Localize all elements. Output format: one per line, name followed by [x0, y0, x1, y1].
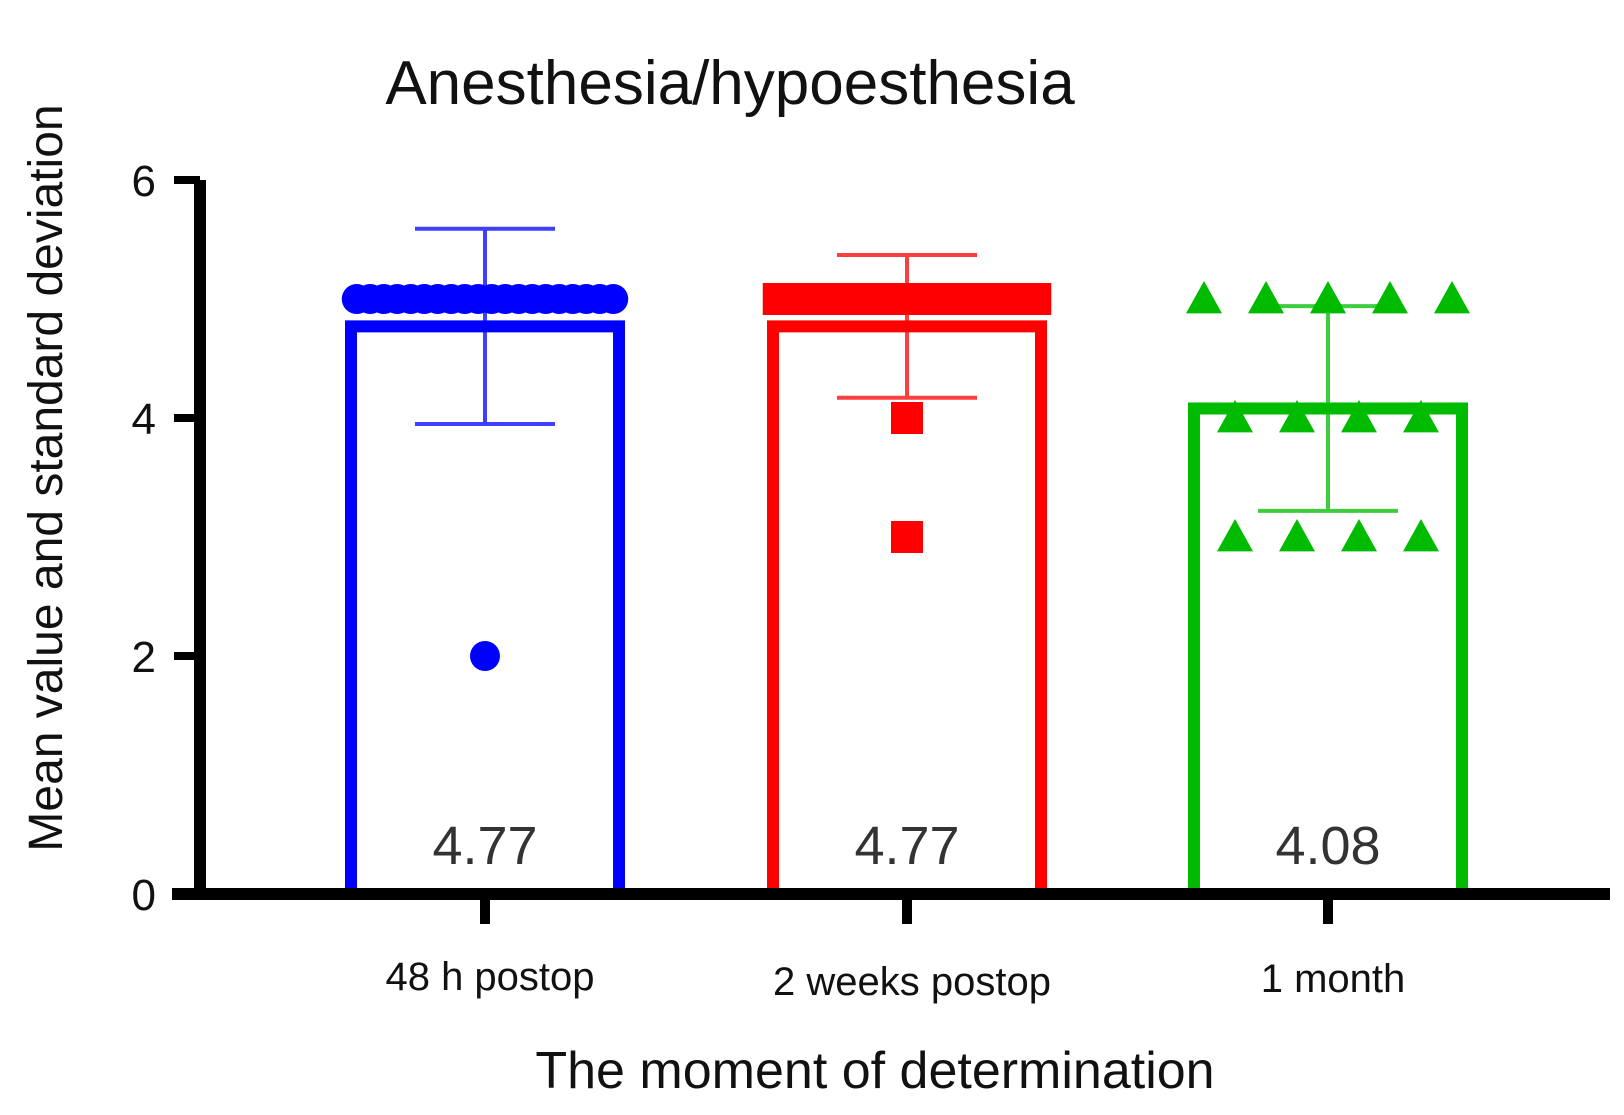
data-point-0-5-19 [598, 284, 629, 314]
data-point-2-5-2 [1310, 281, 1346, 314]
mean-value-label-0: 4.77 [432, 816, 537, 876]
mean-value-label-1: 4.77 [854, 816, 959, 876]
data-point-2-3-2 [1341, 519, 1377, 552]
data-point-2-4-3 [1403, 400, 1439, 433]
y-tick-label-0: 0 [132, 871, 156, 920]
data-point-1-4-0 [891, 402, 923, 434]
chart-title: Anesthesia/hypoesthesia [385, 49, 1075, 118]
mean-value-label-2: 4.08 [1275, 816, 1380, 876]
data-point-1-3-0 [891, 521, 923, 553]
error-bar-1 [837, 252, 977, 400]
data-point-2-5-3 [1372, 281, 1408, 314]
error-bar-0 [415, 226, 555, 426]
labels-layer: 0 2 4 6 48 h postop 2 weeks postop 1 month 4.77… [132, 157, 1406, 1004]
y-axis-label: Mean value and standard deviation [20, 104, 73, 851]
x-axis-label: The moment of determination [535, 1042, 1214, 1100]
category-label-2: 1 month [1261, 957, 1406, 1001]
data-point-2-5-4 [1434, 281, 1470, 314]
data-point-2-5-0 [1186, 281, 1222, 314]
data-point-2-3-0 [1217, 519, 1253, 552]
y-tick-label-6: 6 [132, 157, 156, 206]
data-point-2-3-1 [1279, 519, 1315, 552]
data-points-layer [341, 281, 1470, 671]
data-point-0-2-0 [470, 641, 500, 671]
category-label-0: 48 h postop [385, 955, 594, 999]
data-point-2-3-3 [1403, 519, 1439, 552]
error-bars-layer [415, 226, 1398, 513]
category-label-1: 2 weeks postop [773, 960, 1051, 1004]
data-point-2-4-1 [1279, 400, 1315, 433]
y-tick-label-2: 2 [132, 633, 156, 682]
axes-layer [172, 176, 1610, 924]
data-point-1-5-19 [1019, 283, 1052, 315]
data-point-2-5-1 [1248, 281, 1284, 314]
data-point-2-4-2 [1341, 400, 1377, 433]
y-tick-label-4: 4 [132, 395, 156, 444]
data-point-2-4-0 [1217, 400, 1253, 433]
